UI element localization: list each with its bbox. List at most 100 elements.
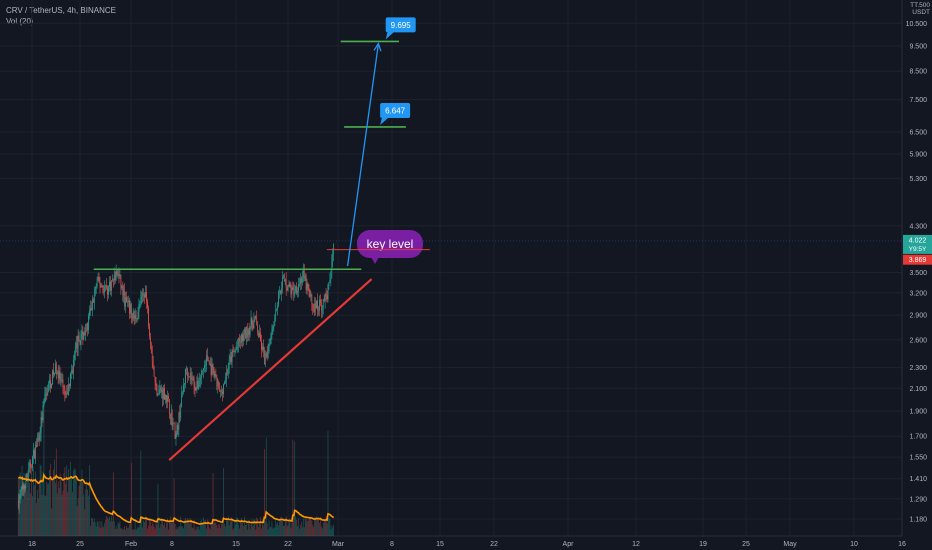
volume-bar	[282, 525, 284, 536]
volume-bar	[115, 525, 117, 536]
volume-bar	[53, 469, 54, 536]
candle-body	[255, 316, 257, 318]
candle-body	[92, 298, 94, 303]
candle-body	[111, 278, 113, 281]
candle-body	[323, 298, 325, 301]
volume-bar	[107, 517, 108, 536]
candle-body	[56, 372, 58, 375]
candle-body	[280, 291, 281, 294]
candle-body	[107, 287, 108, 295]
y-tick-label: 8.500	[909, 69, 927, 76]
candle-body	[17, 500, 19, 508]
candle-body	[152, 361, 154, 368]
y-tick-label: 10.500	[906, 21, 928, 28]
volume-bar	[238, 524, 240, 536]
volume-bar	[205, 520, 206, 536]
candle-body	[194, 386, 196, 391]
candle-body	[139, 303, 141, 305]
volume-bar	[113, 521, 115, 536]
candle-body	[239, 338, 240, 342]
volume-bar	[100, 527, 102, 536]
candle-body	[227, 369, 229, 375]
candle-body	[175, 434, 177, 439]
volume-bar	[226, 519, 228, 536]
volume-bar	[75, 478, 77, 536]
volume-bar	[159, 527, 161, 536]
volume-bar	[233, 528, 235, 536]
candle-body	[284, 279, 286, 282]
last-price-countdown: Y9:5Y	[909, 246, 927, 253]
candle-body	[244, 328, 245, 335]
candle-body	[65, 394, 67, 396]
volume-bar	[306, 521, 308, 536]
volume-bar	[223, 467, 224, 536]
x-tick-label: Feb	[125, 541, 137, 548]
volume-bar	[28, 482, 30, 536]
candle-body	[115, 271, 117, 281]
candle-body	[250, 318, 252, 328]
volume-bar	[247, 520, 249, 536]
volume-bar	[283, 525, 285, 536]
volume-bar	[209, 529, 211, 536]
candle-body	[59, 371, 61, 381]
volume-bar	[187, 518, 188, 536]
volume-bar	[22, 499, 24, 536]
candle-body	[192, 377, 194, 379]
candle-body	[91, 307, 92, 310]
candle-body	[304, 276, 306, 279]
volume-bar	[192, 528, 194, 536]
candle-body	[151, 353, 153, 362]
candle-body	[229, 356, 231, 360]
candle-body	[277, 305, 278, 310]
volume-bar	[170, 522, 172, 536]
volume-bar	[195, 526, 197, 536]
candle-body	[117, 274, 119, 276]
candle-body	[315, 303, 316, 309]
candle-body	[34, 449, 35, 459]
volume-bar	[61, 495, 63, 536]
candle-body	[190, 373, 192, 380]
candle-body	[322, 298, 324, 310]
candle-body	[262, 346, 263, 350]
volume-bar	[82, 482, 84, 536]
volume-bar	[260, 517, 261, 536]
volume-bar	[224, 523, 225, 536]
candle-body	[39, 433, 41, 441]
volume-bar	[167, 518, 168, 536]
volume-bar	[165, 527, 166, 536]
volume-bar	[57, 481, 59, 536]
candle-body	[301, 278, 302, 283]
volume-bar	[33, 466, 34, 536]
volume-bar	[301, 527, 303, 536]
candle-body	[247, 330, 249, 338]
volume-bar	[36, 489, 38, 536]
candle-body	[181, 392, 183, 408]
candle-body	[162, 389, 164, 399]
candle-body	[291, 287, 293, 295]
candle-body	[234, 350, 236, 352]
candle-body	[184, 383, 185, 385]
volume-bar	[177, 528, 179, 536]
candle-body	[168, 399, 170, 414]
volume-bar	[255, 529, 257, 536]
x-tick-label: 19	[699, 541, 707, 548]
volume-bar	[328, 517, 330, 536]
volume-bar	[76, 506, 78, 536]
volume-bar	[37, 498, 39, 536]
volume-bar	[304, 517, 306, 536]
volume-bar	[318, 517, 319, 536]
candle-body	[177, 425, 179, 430]
candle-body	[314, 303, 316, 313]
candle-body	[187, 376, 189, 377]
volume-bar	[122, 529, 124, 536]
volume-bar	[19, 472, 21, 536]
volume-bar	[124, 526, 126, 536]
volume-bar	[245, 523, 247, 536]
candle-body	[155, 382, 157, 386]
candle-body	[231, 350, 233, 362]
candle-body	[302, 270, 304, 279]
y-tick-label: 9.500	[909, 44, 927, 51]
volume-bar	[173, 478, 175, 536]
candle-body	[85, 324, 87, 335]
